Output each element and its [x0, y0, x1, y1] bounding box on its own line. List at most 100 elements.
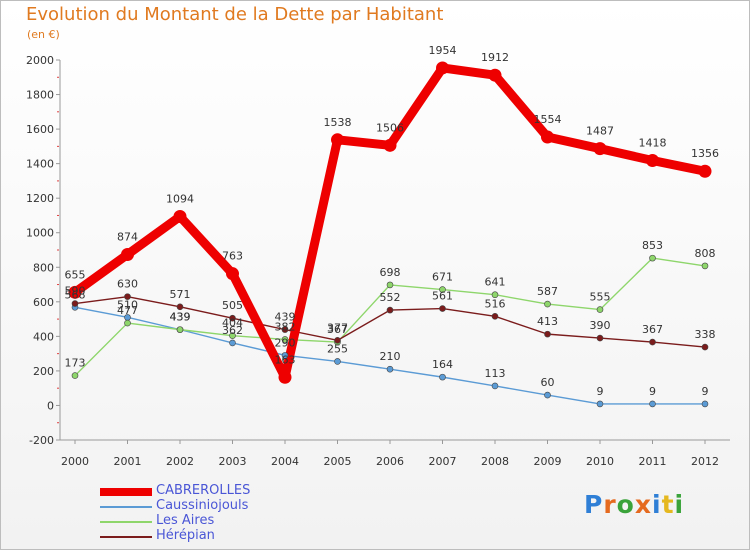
- data-label: 439: [170, 311, 191, 324]
- data-point: [698, 164, 712, 178]
- data-label: 255: [327, 342, 348, 355]
- data-point: [701, 343, 709, 351]
- data-label: 1418: [639, 137, 667, 150]
- data-label: 568: [65, 288, 86, 301]
- x-tick-label: 2001: [114, 455, 142, 468]
- data-point: [68, 285, 82, 299]
- data-label: 874: [117, 230, 138, 243]
- data-point: [229, 332, 236, 339]
- logo-letter: i: [674, 490, 685, 519]
- data-label: 1487: [586, 125, 614, 138]
- legend-label: CABREROLLES: [156, 483, 251, 498]
- x-tick-label: 2005: [324, 455, 352, 468]
- data-point: [701, 400, 709, 408]
- y-tick-label: 1200: [26, 192, 54, 205]
- data-point: [71, 300, 79, 307]
- data-label: 853: [642, 239, 663, 252]
- data-point: [226, 267, 239, 281]
- data-label: 164: [432, 358, 453, 371]
- data-point: [593, 142, 607, 156]
- x-tick-label: 2008: [481, 455, 509, 468]
- data-point: [436, 61, 449, 75]
- logo-letter: x: [634, 490, 652, 519]
- x-tick-label: 2002: [166, 455, 194, 468]
- logo-letter: r: [603, 490, 617, 519]
- legend-label: Les Aires: [156, 513, 215, 528]
- data-point: [124, 293, 131, 300]
- x-tick-label: 2004: [271, 455, 299, 468]
- data-label: 571: [170, 288, 191, 301]
- data-label: 404: [222, 317, 243, 330]
- y-tick-label: 800: [33, 261, 54, 274]
- y-tick-label: 400: [33, 330, 54, 343]
- data-label: 516: [485, 297, 506, 310]
- data-point: [173, 209, 187, 223]
- data-label: 9: [649, 385, 656, 398]
- data-label: 367: [642, 323, 663, 336]
- logo-letter: i: [652, 490, 662, 519]
- data-label: 1094: [166, 192, 194, 205]
- data-point: [281, 326, 289, 333]
- data-label: 113: [485, 367, 506, 380]
- data-label: 9: [597, 385, 604, 398]
- data-label: 590: [65, 285, 86, 298]
- chart-subtitle: (en €): [27, 28, 60, 41]
- data-label: 808: [695, 247, 716, 260]
- data-point: [544, 330, 551, 338]
- data-label: 1954: [429, 44, 457, 57]
- legend-label: Caussiniojouls: [156, 498, 249, 513]
- y-tick-label: 1000: [26, 227, 54, 240]
- x-tick-label: 2010: [586, 455, 614, 468]
- legend-label: Hérépian: [156, 528, 215, 543]
- data-label: 587: [537, 285, 558, 298]
- logo-letter: P: [584, 490, 604, 519]
- data-label: 555: [590, 291, 611, 304]
- data-label: 210: [380, 350, 401, 363]
- data-label: 763: [222, 250, 243, 263]
- x-tick-label: 2011: [639, 455, 667, 468]
- data-label: 413: [537, 315, 558, 328]
- data-point: [544, 391, 551, 399]
- data-point: [331, 133, 344, 147]
- chart-title: Evolution du Montant de la Dette par Hab…: [26, 4, 444, 25]
- series-line: [70, 63, 710, 382]
- data-label: 1912: [481, 51, 509, 64]
- data-point: [176, 303, 184, 311]
- y-tick-label: 1600: [26, 123, 54, 136]
- y-tick-label: 1800: [26, 89, 54, 102]
- data-label: 439: [275, 311, 296, 324]
- data-label: 655: [65, 268, 86, 281]
- data-label: 698: [380, 266, 401, 279]
- data-point: [491, 291, 499, 299]
- data-point: [334, 358, 341, 365]
- data-label: 510: [117, 298, 138, 311]
- data-point: [124, 319, 131, 327]
- data-label: 477: [117, 304, 138, 317]
- data-label: 173: [65, 357, 86, 370]
- y-tick-label: 1400: [26, 158, 54, 171]
- chart-axes: -200 0 200 400 600 800 1000 1200 1400 1600 1800 200…: [26, 54, 730, 468]
- x-tick-label: 2009: [534, 455, 562, 468]
- data-label: 1356: [691, 147, 719, 160]
- data-point: [701, 262, 709, 270]
- data-point: [334, 337, 341, 344]
- data-point: [386, 365, 394, 373]
- data-label: 390: [590, 319, 611, 332]
- data-point: [596, 334, 604, 342]
- data-point: [649, 254, 656, 262]
- data-point: [596, 306, 604, 313]
- data-point: [229, 339, 236, 347]
- data-label: 338: [695, 328, 716, 341]
- legend-swatch: [100, 506, 152, 508]
- data-point: [278, 370, 292, 384]
- x-tick-label: 2000: [61, 455, 89, 468]
- data-point: [71, 372, 79, 379]
- data-point: [281, 352, 289, 359]
- y-tick-label: 600: [33, 296, 54, 309]
- data-labels: 655 874 1094 763 163 1538 1506 1954 1912 1554 1487…: [65, 44, 720, 398]
- x-tick-label: 2006: [376, 455, 404, 468]
- y-tick-label: 0: [47, 399, 54, 412]
- y-tick-label: -200: [29, 434, 54, 447]
